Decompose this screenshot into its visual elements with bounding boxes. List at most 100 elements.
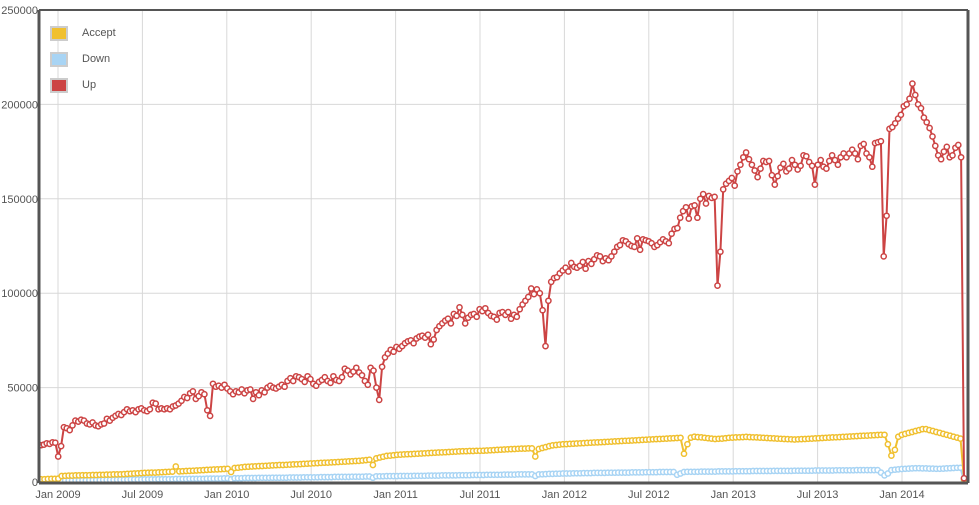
data-point[interactable]	[745, 155, 753, 163]
data-point[interactable]	[636, 246, 644, 254]
data-point[interactable]	[524, 293, 532, 301]
data-point[interactable]	[785, 165, 793, 172]
data-point[interactable]	[906, 95, 913, 103]
data-point[interactable]	[668, 230, 675, 238]
data-point[interactable]	[868, 163, 876, 171]
data-point[interactable]	[684, 440, 691, 448]
data-point[interactable]	[370, 367, 377, 374]
data-point[interactable]	[189, 388, 197, 395]
data-point[interactable]	[565, 268, 572, 275]
data-point[interactable]	[923, 118, 931, 126]
data-point[interactable]	[227, 468, 235, 476]
data-point[interactable]	[373, 384, 380, 391]
data-point[interactable]	[714, 282, 721, 289]
data-point[interactable]	[717, 248, 724, 256]
data-point[interactable]	[352, 364, 360, 372]
data-point[interactable]	[802, 152, 810, 160]
data-point[interactable]	[461, 320, 469, 327]
data-point[interactable]	[960, 474, 968, 482]
data-point[interactable]	[702, 200, 710, 207]
data-point[interactable]	[444, 315, 452, 323]
data-point[interactable]	[513, 313, 521, 321]
data-point[interactable]	[757, 165, 764, 172]
data-point[interactable]	[731, 182, 739, 189]
data-point[interactable]	[771, 181, 779, 188]
data-point[interactable]	[828, 152, 836, 159]
data-point[interactable]	[719, 186, 727, 193]
data-point[interactable]	[281, 383, 288, 391]
data-point[interactable]	[754, 173, 761, 181]
data-point[interactable]	[338, 373, 346, 381]
data-point[interactable]	[797, 162, 804, 170]
data-point[interactable]	[880, 253, 888, 260]
data-point[interactable]	[289, 377, 297, 385]
data-point[interactable]	[366, 456, 373, 464]
data-point[interactable]	[481, 304, 489, 312]
data-point[interactable]	[884, 440, 892, 448]
data-point[interactable]	[447, 320, 455, 327]
data-point[interactable]	[307, 375, 314, 383]
data-point[interactable]	[911, 91, 919, 99]
data-point[interactable]	[909, 80, 916, 87]
data-point[interactable]	[327, 379, 334, 387]
data-point[interactable]	[765, 157, 773, 165]
data-point[interactable]	[456, 304, 463, 311]
data-point[interactable]	[206, 412, 214, 420]
data-point[interactable]	[739, 153, 747, 161]
data-point[interactable]	[751, 167, 759, 174]
data-point[interactable]	[696, 195, 704, 203]
data-point[interactable]	[539, 306, 546, 314]
data-point[interactable]	[888, 452, 895, 459]
data-point[interactable]	[172, 463, 180, 470]
data-point[interactable]	[390, 348, 397, 356]
data-point[interactable]	[685, 215, 693, 222]
data-point[interactable]	[100, 420, 108, 427]
data-point[interactable]	[891, 119, 899, 127]
legend-item-down[interactable]: Down	[50, 46, 116, 72]
legend-item-up[interactable]: Up	[50, 72, 116, 98]
data-point[interactable]	[957, 153, 965, 161]
data-point[interactable]	[545, 297, 552, 305]
data-point[interactable]	[768, 171, 776, 179]
data-point[interactable]	[788, 156, 796, 164]
data-point[interactable]	[854, 155, 862, 163]
data-point[interactable]	[542, 342, 549, 350]
data-point[interactable]	[579, 258, 587, 266]
data-point[interactable]	[742, 149, 750, 156]
data-point[interactable]	[737, 161, 744, 169]
data-point[interactable]	[931, 142, 939, 150]
data-point[interactable]	[504, 308, 512, 316]
data-point[interactable]	[949, 152, 956, 159]
data-point[interactable]	[823, 165, 830, 172]
data-point[interactable]	[249, 395, 257, 403]
data-point[interactable]	[866, 153, 873, 161]
data-point[interactable]	[358, 371, 366, 379]
data-point[interactable]	[369, 461, 377, 469]
data-point[interactable]	[527, 285, 535, 292]
data-point[interactable]	[817, 156, 825, 164]
data-point[interactable]	[246, 386, 254, 393]
data-point[interactable]	[943, 143, 951, 151]
data-point[interactable]	[608, 253, 615, 260]
data-point[interactable]	[748, 161, 756, 169]
data-point[interactable]	[877, 137, 885, 145]
data-point[interactable]	[183, 394, 191, 402]
data-point[interactable]	[596, 253, 604, 260]
data-point[interactable]	[473, 313, 481, 321]
data-point[interactable]	[825, 157, 833, 165]
data-point[interactable]	[169, 468, 176, 475]
data-point[interactable]	[929, 133, 936, 140]
data-point[interactable]	[691, 202, 698, 209]
data-point[interactable]	[66, 426, 74, 434]
data-point[interactable]	[897, 111, 905, 119]
data-point[interactable]	[903, 101, 911, 108]
data-point[interactable]	[680, 450, 688, 458]
data-point[interactable]	[57, 442, 65, 450]
data-point[interactable]	[883, 212, 890, 220]
data-point[interactable]	[616, 241, 624, 249]
data-point[interactable]	[378, 363, 386, 371]
data-point[interactable]	[891, 446, 899, 454]
data-point[interactable]	[926, 124, 933, 132]
data-point[interactable]	[255, 391, 263, 399]
data-point[interactable]	[774, 172, 782, 180]
